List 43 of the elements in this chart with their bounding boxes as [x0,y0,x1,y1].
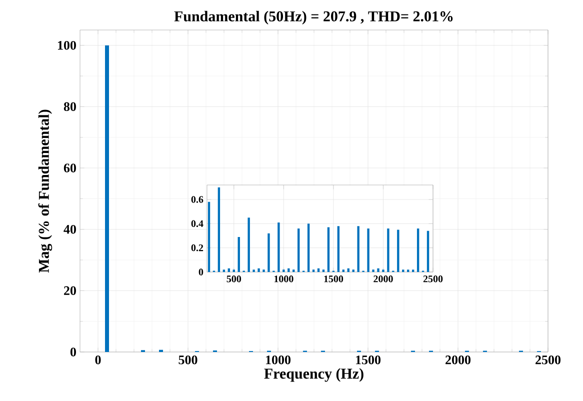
bar [258,268,260,272]
bar [278,222,280,272]
bar [327,227,330,272]
x-tick-label: 2000 [374,276,393,282]
bar [357,226,360,272]
x-tick-label: 0 [95,356,101,364]
y-tick-label: 60 [64,164,76,172]
y-axis-title: Mag (% of Fundamental) [38,110,52,273]
y-tick-label: 80 [64,102,76,112]
bar [416,228,420,272]
x-tick-label: 1500 [324,276,344,282]
x-tick-label: 2500 [423,276,443,282]
bar [377,268,380,272]
y-tick-label: 40 [64,224,76,234]
chart-title: Fundamental (50Hz) = 207.9 , THD= 2.01% [174,10,453,24]
y-tick-label: 0.2 [191,244,204,252]
bar [367,228,370,272]
y-tick-label: 0 [70,348,76,356]
x-tick-label: 1000 [266,356,291,364]
x-tick-label: 500 [178,356,198,364]
bar [218,187,220,272]
bar [105,45,110,352]
bar [426,230,430,272]
x-tick-label: 500 [226,276,242,282]
y-tick-label: 0 [198,268,204,276]
y-tick-label: 20 [64,286,76,296]
bar [268,233,270,272]
y-tick-label: 0.4 [191,220,204,228]
x-tick-label: 1000 [274,276,294,282]
y-tick-label: 100 [58,40,76,50]
x-tick-label: 2500 [536,356,560,364]
bar [238,236,240,272]
x-tick-label: 2000 [446,356,471,364]
bar [387,228,390,272]
bar [298,228,300,272]
y-tick-label: 0.6 [191,196,204,203]
bar [337,226,340,272]
bar [307,224,310,272]
bar [208,202,210,272]
x-axis-title: Frequency (Hz) [264,368,364,382]
bar [248,218,250,272]
x-tick-label: 1500 [356,356,381,364]
bar [397,230,400,272]
